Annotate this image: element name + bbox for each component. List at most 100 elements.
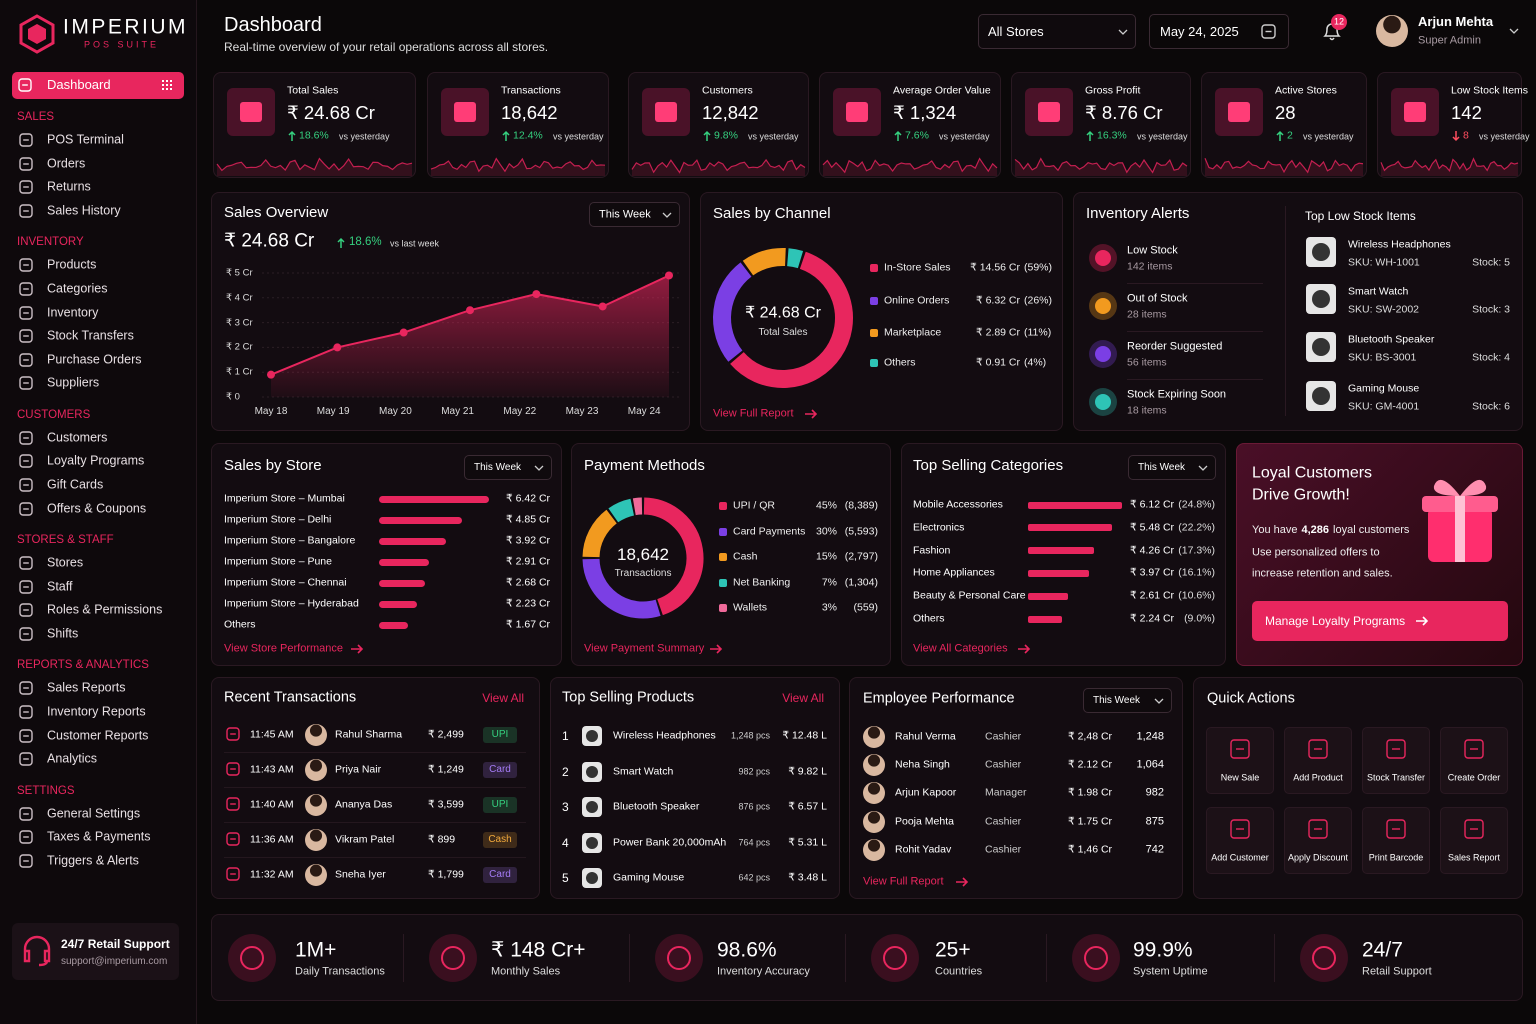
alert-sub: 18 items [1127, 404, 1167, 417]
link-arrow [805, 409, 818, 419]
trend-arrow [337, 237, 345, 248]
nav-item[interactable]: Stores [47, 555, 84, 570]
nav-item[interactable]: Inventory [47, 305, 99, 319]
legend-count: (2,797) [844, 550, 878, 563]
nav-item[interactable]: Sales History [47, 203, 121, 218]
legend-percent: 3% [821, 601, 837, 614]
nav-item[interactable]: Analytics [47, 751, 98, 766]
sales-total: ₹ 24.68 Cr [224, 230, 315, 252]
legend-percent: 30% [815, 525, 837, 538]
nav-item[interactable]: Returns [47, 179, 91, 194]
stat-value: 25+ [935, 938, 971, 962]
nav-item[interactable]: Triggers & Alerts [47, 853, 139, 868]
icon [19, 478, 33, 492]
nav-item[interactable]: Purchase Orders [47, 352, 142, 367]
emp-name: Rahul Verma [895, 730, 956, 743]
nav-item[interactable]: Customer Reports [47, 728, 149, 743]
nav-item[interactable]: Shifts [47, 626, 79, 641]
quick-action-tile[interactable] [1362, 807, 1430, 874]
kpi-icon [1391, 88, 1439, 136]
nav-item[interactable]: Products [47, 257, 97, 272]
nav-item[interactable]: Roles & Permissions [47, 602, 163, 617]
icon-shape [1464, 739, 1484, 759]
stat-label: Monthly Sales [491, 965, 561, 978]
dot [166, 88, 168, 90]
item-name: Wireless Headphones [1348, 238, 1451, 251]
card-link[interactable]: View Payment Summary [584, 642, 705, 655]
nav-item[interactable]: Loyalty Programs [47, 453, 145, 468]
quick-action-tile[interactable] [1284, 807, 1352, 874]
quick-action-label[interactable]: Create Order [1447, 772, 1501, 783]
quick-action-tile[interactable] [1440, 807, 1508, 874]
quick-action-label[interactable]: New Sale [1220, 772, 1260, 783]
product-thumb [582, 726, 602, 746]
nav-item[interactable]: Stock Transfers [47, 328, 134, 343]
icon [1386, 739, 1406, 759]
icon [226, 727, 240, 741]
product-thumb [582, 761, 602, 782]
quick-action-label[interactable]: Add Customer [1211, 852, 1269, 863]
legend-swatch [719, 553, 727, 561]
separator [1127, 331, 1263, 332]
trend-arrow [1452, 131, 1460, 142]
point [532, 290, 541, 299]
quick-action-label[interactable]: Add Product [1293, 772, 1343, 783]
nav-item[interactable]: General Settings [47, 806, 141, 821]
dot [170, 88, 172, 90]
card-link[interactable]: View All Categories [913, 642, 1008, 655]
chevron-path [662, 212, 672, 218]
product-name: Wireless Headphones [613, 729, 716, 742]
quick-action-tile[interactable] [1362, 727, 1430, 794]
nav-item[interactable]: Staff [47, 579, 73, 594]
avatar [863, 726, 885, 748]
emp-orders: 982 [1145, 786, 1164, 799]
button-label[interactable]: Manage Loyalty Programs [1265, 613, 1406, 628]
tx-method: Card [489, 869, 511, 880]
sparkline-fill [823, 158, 997, 176]
bar [1028, 501, 1123, 509]
dropdown[interactable] [589, 202, 680, 227]
donut-segment [582, 509, 618, 558]
x-tick-label: May 21 [441, 406, 474, 417]
nav-item[interactable]: POS Terminal [47, 132, 124, 147]
avatar [305, 759, 327, 781]
nav-item[interactable]: Inventory Reports [47, 704, 146, 719]
quick-action-label[interactable]: Stock Transfer [1366, 772, 1426, 783]
card-link[interactable]: View All [782, 690, 824, 705]
nav-item[interactable]: Customers [47, 430, 108, 445]
nav-item[interactable]: Sales Reports [47, 680, 126, 695]
quick-action-label[interactable]: Print Barcode [1368, 852, 1424, 863]
nav-item[interactable]: Gift Cards [47, 477, 104, 492]
quick-action-tile[interactable] [1284, 727, 1352, 794]
card-title: Top Selling Categories [913, 457, 1064, 474]
icon [1464, 739, 1484, 759]
tx-method: UPI [491, 799, 509, 810]
nav-item[interactable]: Suppliers [47, 375, 100, 390]
icon-shape [19, 752, 33, 766]
dropdown[interactable] [978, 14, 1136, 49]
stat-icon-bg [1072, 934, 1120, 982]
card-link[interactable]: View Store Performance [224, 642, 344, 655]
card-title: Quick Actions [1207, 690, 1295, 707]
card-link[interactable]: View Full Report [863, 875, 944, 888]
quick-action-tile[interactable] [1440, 727, 1508, 794]
quick-action-tile[interactable] [1206, 727, 1274, 794]
product-revenue: ₹ 12.48 L [782, 729, 827, 742]
highlight: 4,286 [1301, 524, 1330, 536]
date-picker[interactable] [1149, 14, 1289, 49]
card-link[interactable]: View Full Report [713, 407, 794, 420]
nav-item[interactable]: Taxes & Payments [47, 829, 151, 844]
nav-item[interactable]: Orders [47, 156, 86, 171]
x-tick-label: May 18 [254, 406, 288, 417]
card-link[interactable]: View All [482, 690, 524, 705]
nav-active[interactable] [12, 72, 184, 99]
quick-action-tile[interactable] [1206, 807, 1274, 874]
loyalty-button[interactable] [1252, 601, 1508, 641]
quick-action-label[interactable]: Apply Discount [1287, 852, 1349, 863]
quick-action-label[interactable]: Sales Report [1447, 852, 1501, 863]
tx-time: 11:45 AM [250, 728, 294, 741]
nav-item[interactable]: Categories [47, 281, 108, 296]
row-value: ₹ 2.91 Cr [506, 555, 551, 568]
nav-item[interactable]: Offers & Coupons [47, 501, 147, 516]
icon-shape [19, 305, 33, 320]
